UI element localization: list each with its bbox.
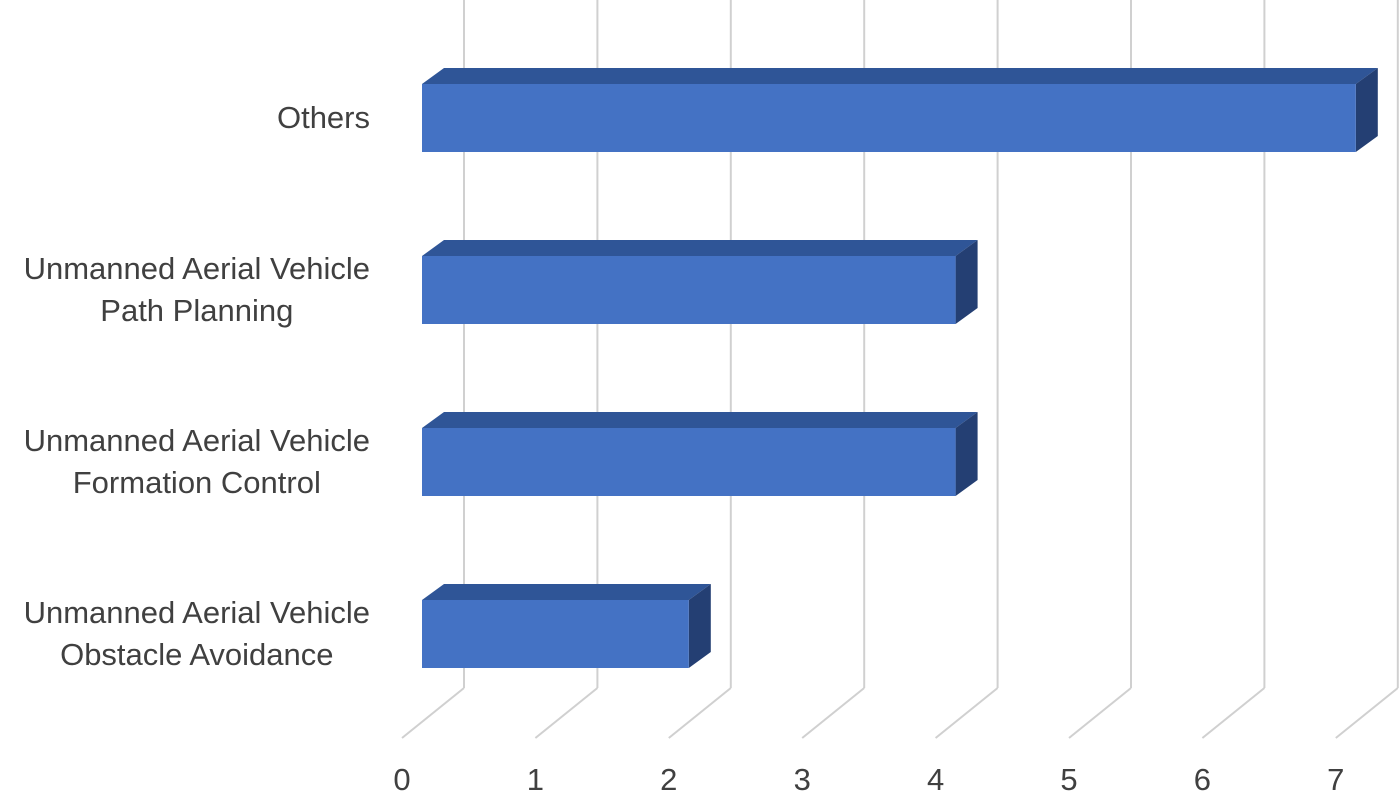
x-tick-label: 4 [927, 762, 944, 792]
category-label: Unmanned Aerial Vehicle Path Planning [24, 251, 370, 328]
bar-top-face [422, 240, 978, 256]
category-label: Unmanned Aerial Vehicle Formation Control [24, 423, 370, 500]
x-tick-label: 0 [393, 762, 410, 792]
bar-front-face [422, 84, 1356, 152]
floor-gridline-5 [1068, 687, 1132, 739]
floor-gridline-4 [934, 687, 999, 739]
bar-front-face [422, 256, 956, 324]
category-label-line: Obstacle Avoidance [60, 637, 333, 672]
bar-front-face [422, 428, 956, 496]
floor-gridline-1 [534, 687, 599, 739]
bar-side-face [955, 412, 978, 496]
floor-gridline-7 [1335, 687, 1399, 739]
floor-gridline-3 [801, 687, 865, 739]
bar [422, 240, 978, 324]
bar-top-face [422, 584, 711, 600]
x-tick-label: 6 [1194, 762, 1211, 792]
x-tick-label: 3 [794, 762, 811, 792]
x-axis-tick-labels: 0 1 2 3 4 5 6 7 [393, 762, 1344, 792]
floor-gridline-2 [668, 687, 732, 739]
x-tick-label: 2 [660, 762, 677, 792]
category-label-line: Formation Control [73, 465, 321, 500]
bars-layer [422, 68, 1378, 668]
x-tick-label: 1 [527, 762, 544, 792]
bar [422, 68, 1378, 152]
floor-gridline-0 [401, 687, 465, 739]
category-label-line: Unmanned Aerial Vehicle [24, 251, 370, 286]
bar-side-face [1355, 68, 1378, 152]
bar-top-face [422, 68, 1378, 84]
bar-side-face [688, 584, 711, 668]
category-label-line: Path Planning [100, 293, 293, 328]
category-label-line: Others [277, 100, 370, 135]
bar-top-face [422, 412, 978, 428]
bar [422, 412, 978, 496]
category-label: Others [277, 100, 370, 135]
x-tick-label: 5 [1060, 762, 1077, 792]
x-tick-label: 7 [1327, 762, 1344, 792]
category-labels: Unmanned Aerial Vehicle Obstacle Avoidanc… [24, 100, 370, 672]
bar-front-face [422, 600, 689, 668]
category-label-line: Unmanned Aerial Vehicle [24, 423, 370, 458]
category-label-line: Unmanned Aerial Vehicle [24, 595, 370, 630]
floor-gridline-6 [1201, 687, 1266, 739]
category-label: Unmanned Aerial Vehicle Obstacle Avoidanc… [24, 595, 370, 672]
bar [422, 584, 711, 668]
bar-side-face [955, 240, 978, 324]
